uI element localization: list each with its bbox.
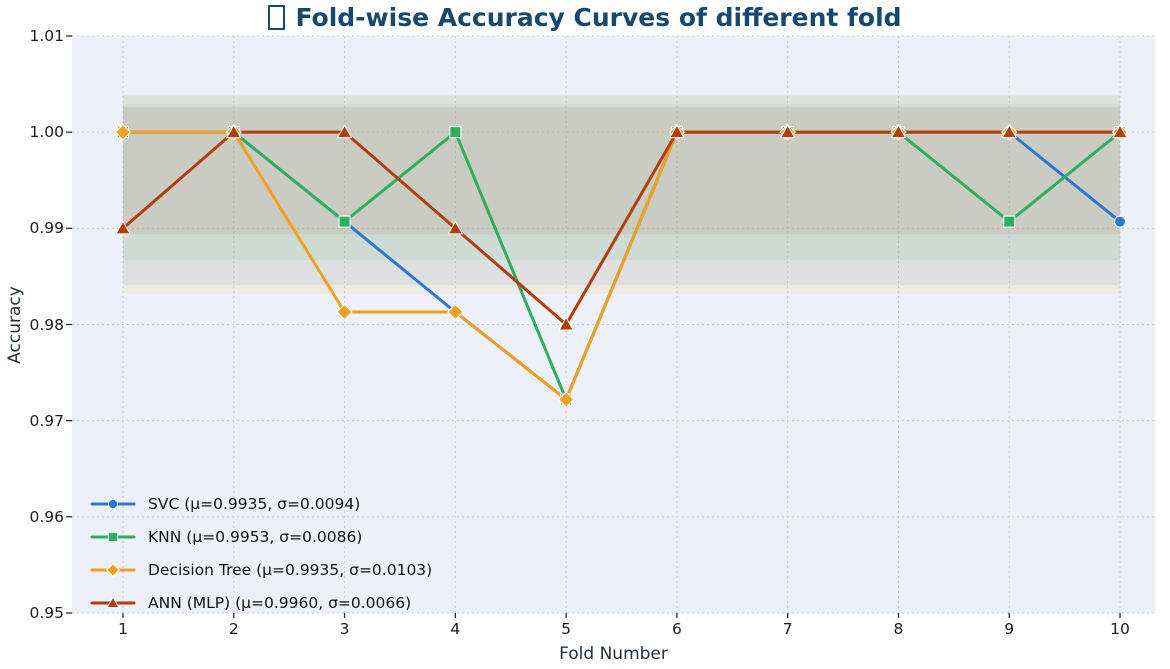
legend-item-ann-mlp-: ANN (MLP) (μ=0.9960, σ=0.0066) <box>90 593 432 612</box>
series-line-ann-mlp- <box>121 130 1122 326</box>
square-legend-swatch-icon <box>90 531 136 542</box>
legend-item-decision-tree: Decision Tree (μ=0.9935, σ=0.0103) <box>90 560 432 579</box>
std-band-svc <box>123 104 1121 286</box>
legend-marker <box>105 562 121 577</box>
x-tick-label: 2 <box>228 620 239 638</box>
x-tick-label: 8 <box>893 620 904 638</box>
plot-area: 0.95 0.96 0.97 0.98 0.99 1.00 1.01 1 2 3 4 5 6 7 8 9 10 <box>29 27 1155 638</box>
decision-tree-marker <box>447 303 464 321</box>
chart-canvas <box>66 35 1155 618</box>
y-tick-label: 0.99 <box>29 219 64 238</box>
ann-mlp--marker <box>336 124 353 139</box>
chart-title-text: Fold-wise Accuracy Curves of different f… <box>295 3 902 32</box>
missing-glyph-box-icon <box>268 5 286 30</box>
legend-label: SVC (μ=0.9935, σ=0.0094) <box>148 494 361 513</box>
chart-title: Fold-wise Accuracy Curves of different f… <box>0 3 1170 32</box>
legend-marker <box>107 531 119 542</box>
ann-mlp--marker <box>1001 124 1018 139</box>
y-tick-label: 0.98 <box>29 315 64 334</box>
ann-mlp--marker <box>779 124 796 139</box>
std-band-decision-tree <box>123 95 1121 294</box>
x-tick-label: 3 <box>339 620 350 638</box>
y-tick-label: 0.96 <box>29 507 64 526</box>
ann-mlp--marker <box>890 124 907 139</box>
x-tick-label: 10 <box>1110 620 1130 638</box>
x-tick-label: 1 <box>118 620 128 638</box>
x-tick-label: 7 <box>782 620 793 638</box>
legend-label: Decision Tree (μ=0.9935, σ=0.0103) <box>148 560 433 579</box>
ann-mlp--marker <box>669 124 685 139</box>
legend-marker <box>107 498 119 509</box>
ann-mlp--marker <box>1112 124 1128 139</box>
knn-marker <box>449 126 462 139</box>
x-tick-label: 4 <box>450 620 461 638</box>
decision-tree-marker <box>336 303 353 321</box>
legend: SVC (μ=0.9935, σ=0.0094) KNN (μ=0.9953, σ… <box>90 494 432 626</box>
y-tick-label: 0.97 <box>29 411 64 430</box>
legend-label: KNN (μ=0.9953, σ=0.0086) <box>148 527 363 546</box>
y-tick-label: 0.95 <box>29 604 64 622</box>
knn-marker <box>338 215 351 228</box>
ann-mlp--marker <box>447 220 464 235</box>
knn-marker <box>1003 215 1016 228</box>
x-axis-label: Fold Number <box>559 644 668 664</box>
decision-tree-marker <box>114 123 132 141</box>
x-tick-label: 9 <box>1004 620 1015 638</box>
x-tick-label: 6 <box>671 620 682 638</box>
legend-label: ANN (MLP) (μ=0.9960, σ=0.0066) <box>148 593 412 612</box>
ann-mlp--marker <box>225 124 242 139</box>
svc-marker <box>1114 215 1127 228</box>
triangle-legend-swatch-icon <box>90 595 136 608</box>
y-tick-label: 1.00 <box>29 123 64 142</box>
diamond-legend-swatch-icon <box>90 562 136 577</box>
legend-item-knn: KNN (μ=0.9953, σ=0.0086) <box>90 527 432 546</box>
std-band-ann-mlp- <box>123 107 1121 235</box>
y-tick-label: 1.01 <box>29 27 64 45</box>
decision-tree-marker <box>557 391 575 408</box>
ann-mlp--marker <box>558 316 574 331</box>
legend-marker <box>106 595 120 608</box>
x-tick-label: 5 <box>561 620 572 638</box>
ann-mlp--marker <box>115 220 131 235</box>
circle-legend-swatch-icon <box>90 498 136 509</box>
legend-item-svc: SVC (μ=0.9935, σ=0.0094) <box>90 494 432 513</box>
